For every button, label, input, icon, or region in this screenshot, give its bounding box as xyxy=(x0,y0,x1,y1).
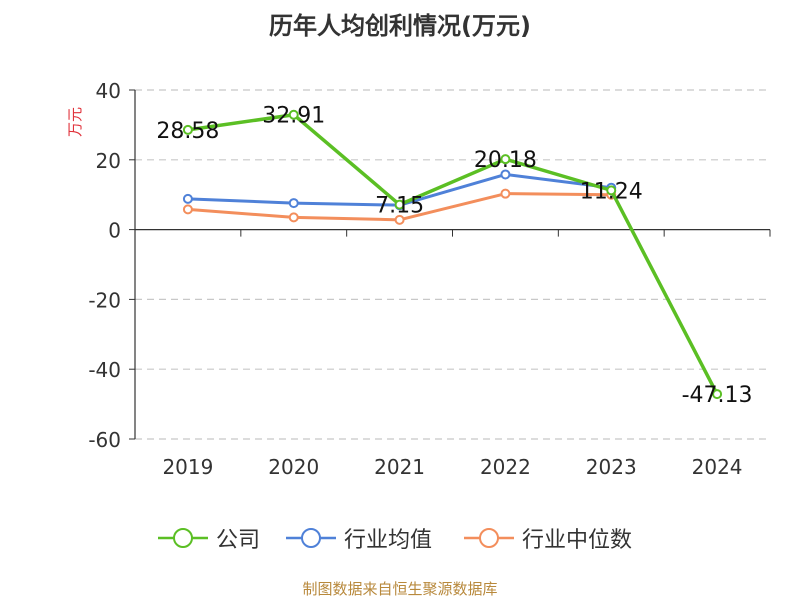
y-tick-label: -60 xyxy=(88,428,121,452)
axes: 40 20 0 -20 -40 -60 2019 2020 2021 2022 2023 2024 万元 xyxy=(66,79,771,479)
legend-label: 公司 xyxy=(216,528,261,553)
data-point xyxy=(500,188,511,199)
legend-label: 行业中位数 xyxy=(522,528,633,553)
legend: 公司 行业均值 行业中位数 xyxy=(0,520,800,556)
data-point xyxy=(288,198,299,209)
legend-line-icon xyxy=(158,528,208,548)
data-point xyxy=(288,212,299,223)
y-tick-label: 40 xyxy=(96,79,121,103)
x-tick-label: 2023 xyxy=(586,455,637,479)
y-tick-label: -20 xyxy=(88,288,121,312)
legend-line-icon xyxy=(464,528,514,548)
y-axis-label: 万元 xyxy=(66,107,84,137)
x-tick-label: 2024 xyxy=(692,455,743,479)
data-label: 20.18 xyxy=(474,148,537,173)
legend-label: 行业均值 xyxy=(344,528,433,553)
chart-title: 历年人均创利情况(万元) xyxy=(269,12,531,40)
data-point xyxy=(500,154,511,165)
data-label: 7.15 xyxy=(375,194,424,219)
data-point xyxy=(182,124,193,135)
data-point xyxy=(500,169,511,180)
series-line xyxy=(187,112,719,395)
x-tick-label: 2019 xyxy=(162,455,213,479)
data-point xyxy=(606,185,617,196)
data-label: 32.91 xyxy=(262,104,325,129)
data-labels: 28.58 32.91 7.15 20.18 11.24 -47.13 xyxy=(156,104,752,408)
legend-line-icon xyxy=(286,528,336,548)
x-tick-label: 2022 xyxy=(480,455,531,479)
data-point xyxy=(394,214,405,225)
legend-item-industry-avg[interactable]: 行业均值 xyxy=(286,520,432,556)
x-tick-label: 2021 xyxy=(374,455,425,479)
y-tick-label: 0 xyxy=(108,219,121,243)
y-tick-label: -40 xyxy=(88,358,121,382)
data-point xyxy=(394,199,405,210)
data-point xyxy=(288,109,299,120)
data-label: 28.58 xyxy=(156,119,219,144)
data-point xyxy=(712,389,723,400)
data-point xyxy=(182,193,193,204)
source-note: 制图数据来自恒生聚源数据库 xyxy=(302,580,498,598)
series-lines xyxy=(182,109,723,400)
y-tick-label: 20 xyxy=(96,149,121,173)
legend-item-company[interactable]: 公司 xyxy=(158,520,260,556)
x-tick-label: 2020 xyxy=(268,455,319,479)
data-point xyxy=(182,204,193,215)
legend-item-industry-median[interactable]: 行业中位数 xyxy=(464,520,632,556)
data-label: 11.24 xyxy=(580,179,643,204)
grid-lines xyxy=(135,89,770,440)
data-label: -47.13 xyxy=(682,383,753,408)
